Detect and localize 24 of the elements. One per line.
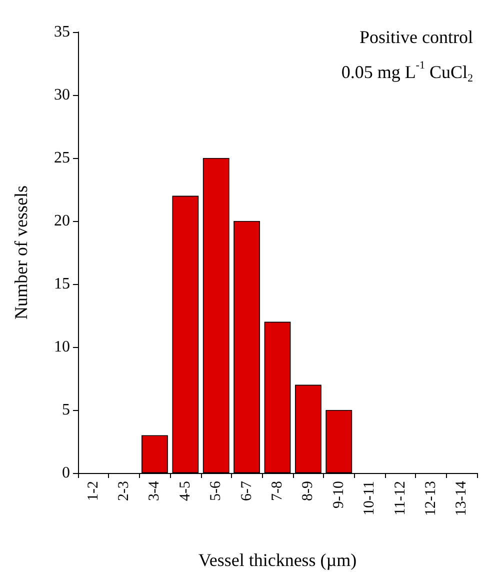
- x-tick-label: 1-2: [85, 481, 102, 501]
- x-tick-label: 2-3: [116, 481, 132, 501]
- y-tick-label: 10: [54, 338, 70, 356]
- x-tick-label: 13-14: [454, 480, 470, 516]
- x-axis-title: Vessel thickness (µm): [198, 550, 357, 570]
- annotation: Positive control: [360, 27, 474, 47]
- x-tick-label: 5-6: [208, 480, 224, 501]
- x-tick-label: 3-4: [146, 480, 163, 501]
- y-tick-label: 20: [54, 212, 70, 230]
- y-tick-label: 0: [62, 464, 70, 482]
- x-tick-label: 4-5: [177, 481, 194, 501]
- x-tick-label: 6-7: [238, 480, 255, 501]
- y-tick-label: 25: [54, 150, 70, 166]
- x-tick-label: 7-8: [270, 481, 286, 501]
- y-tick-label: 15: [54, 276, 70, 292]
- x-tick-label: 10-11: [362, 481, 378, 516]
- x-tick-label: 12-13: [422, 481, 439, 516]
- y-tick-label: 5: [62, 402, 70, 418]
- x-tick-label: 8-9: [300, 481, 316, 501]
- y-tick-label: 30: [54, 86, 70, 104]
- y-axis-title: Number of vessels: [11, 186, 31, 320]
- x-tick-label: 11-12: [392, 481, 408, 516]
- x-tick-label: 9-10: [330, 481, 347, 508]
- y-tick-label: 35: [54, 24, 70, 40]
